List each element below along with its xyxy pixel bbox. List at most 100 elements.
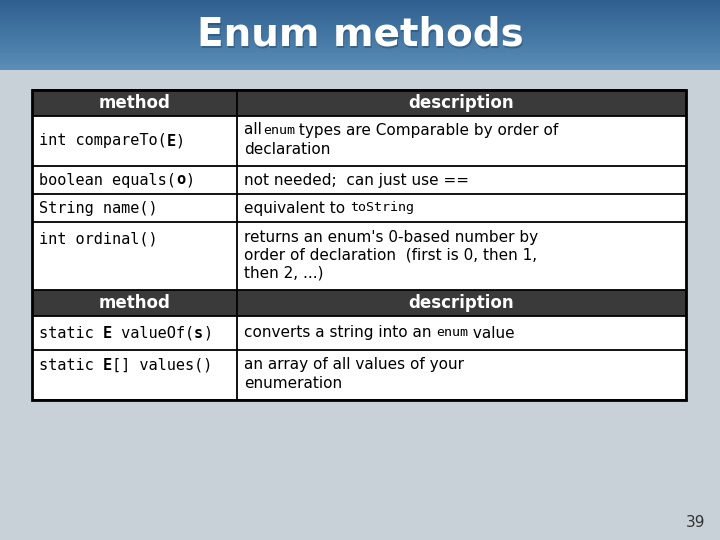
Bar: [0, 1, 720, 2]
Text: s: s: [194, 326, 203, 341]
Bar: [32, 90, 686, 116]
Bar: [0, 40, 720, 41]
Bar: [0, 22, 720, 23]
Bar: [0, 25, 720, 26]
Bar: [0, 47, 720, 48]
Bar: [0, 57, 720, 59]
Bar: [0, 36, 720, 38]
Text: declaration: declaration: [244, 143, 330, 158]
Bar: [0, 63, 720, 65]
Text: description: description: [409, 94, 514, 112]
Bar: [0, 22, 720, 24]
Bar: [0, 39, 720, 40]
Bar: [0, 67, 720, 68]
Text: E: E: [103, 357, 112, 373]
Bar: [0, 33, 720, 35]
Text: order of declaration  (first is 0, then 1,: order of declaration (first is 0, then 1…: [244, 248, 537, 263]
Bar: [0, 42, 720, 44]
Text: value: value: [469, 326, 515, 341]
Text: Enum methods: Enum methods: [197, 17, 524, 55]
Text: all: all: [244, 123, 266, 138]
Bar: [32, 166, 686, 194]
Bar: [0, 54, 720, 55]
Text: int compareTo(: int compareTo(: [39, 133, 167, 148]
Bar: [0, 33, 720, 34]
Bar: [0, 36, 720, 37]
Bar: [0, 68, 720, 69]
Text: o: o: [176, 172, 185, 187]
Bar: [0, 37, 720, 38]
Text: enum: enum: [263, 124, 295, 137]
Bar: [0, 24, 720, 25]
Text: returns an enum's 0-based number by: returns an enum's 0-based number by: [244, 230, 538, 245]
Bar: [0, 14, 720, 15]
Bar: [0, 16, 720, 17]
Bar: [0, 51, 720, 52]
Text: 39: 39: [685, 515, 705, 530]
Text: converts a string into an: converts a string into an: [244, 326, 436, 341]
Bar: [0, 46, 720, 47]
Bar: [0, 15, 720, 16]
Text: enum: enum: [436, 327, 469, 340]
Bar: [0, 43, 720, 45]
Bar: [0, 62, 720, 63]
Bar: [0, 44, 720, 45]
Bar: [0, 42, 720, 43]
Text: E: E: [167, 133, 176, 148]
Bar: [0, 8, 720, 9]
Bar: [0, 32, 720, 33]
Bar: [0, 12, 720, 13]
Bar: [0, 9, 720, 10]
Bar: [32, 316, 686, 350]
Bar: [0, 26, 720, 28]
Text: ): ): [203, 326, 212, 341]
Bar: [32, 90, 686, 400]
Bar: [0, 49, 720, 51]
Text: equivalent to: equivalent to: [244, 200, 350, 215]
Bar: [0, 50, 720, 52]
Bar: [32, 350, 686, 400]
Text: ): ): [185, 172, 194, 187]
Text: E: E: [103, 326, 112, 341]
Bar: [0, 69, 720, 70]
Text: enumeration: enumeration: [244, 376, 342, 392]
Bar: [0, 35, 720, 36]
Bar: [0, 48, 720, 49]
Bar: [0, 30, 720, 31]
Bar: [0, 18, 720, 19]
Bar: [0, 45, 720, 46]
Text: then 2, ...): then 2, ...): [244, 266, 323, 281]
Bar: [0, 23, 720, 24]
Text: int ordinal(): int ordinal(): [39, 232, 158, 247]
Bar: [0, 0, 720, 1]
Text: valueOf(: valueOf(: [112, 326, 194, 341]
Bar: [0, 17, 720, 18]
Bar: [0, 3, 720, 4]
Text: an array of all values of your: an array of all values of your: [244, 356, 464, 372]
Bar: [0, 65, 720, 66]
Bar: [0, 64, 720, 66]
Bar: [0, 56, 720, 57]
Bar: [0, 31, 720, 32]
Bar: [0, 38, 720, 39]
Bar: [0, 52, 720, 53]
Text: ): ): [176, 133, 185, 148]
Bar: [0, 4, 720, 5]
Text: method: method: [99, 294, 171, 312]
Bar: [32, 222, 686, 290]
Bar: [0, 19, 720, 21]
Bar: [0, 8, 720, 10]
Text: [] values(): [] values(): [112, 357, 212, 373]
Bar: [0, 5, 720, 6]
Bar: [0, 55, 720, 56]
Bar: [0, 70, 720, 540]
Bar: [0, 21, 720, 22]
Bar: [0, 28, 720, 29]
Bar: [32, 90, 686, 400]
Bar: [0, 1, 720, 3]
Bar: [0, 60, 720, 61]
Bar: [0, 11, 720, 12]
Bar: [0, 5, 720, 7]
Text: Enum methods: Enum methods: [197, 15, 523, 53]
Text: static: static: [39, 357, 103, 373]
